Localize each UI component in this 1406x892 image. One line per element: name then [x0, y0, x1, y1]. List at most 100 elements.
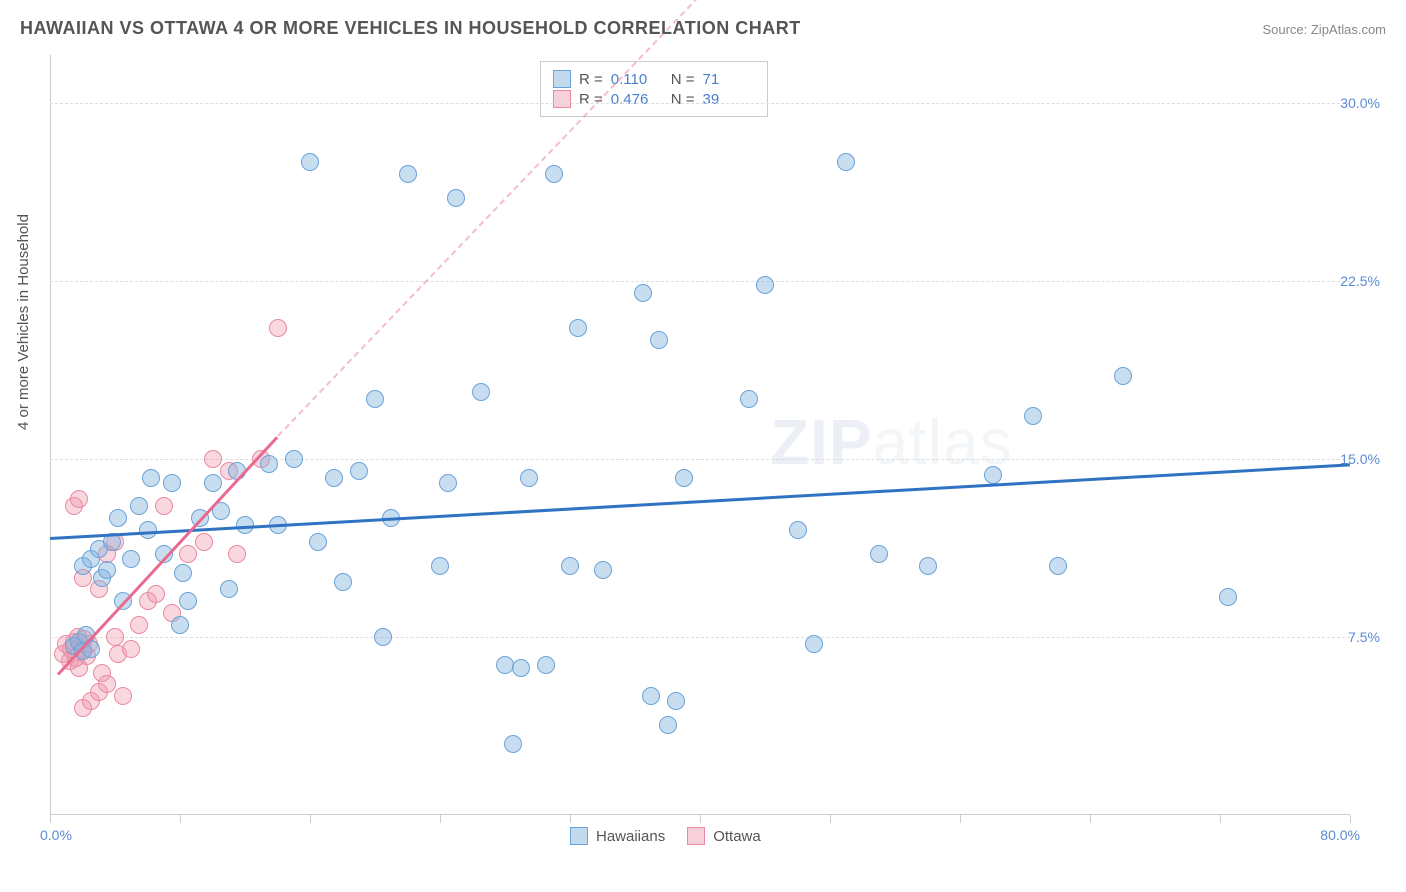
data-point: [594, 561, 612, 579]
data-point: [545, 165, 563, 183]
legend-label: Ottawa: [713, 828, 761, 845]
n-label: N =: [671, 91, 695, 108]
data-point: [122, 640, 140, 658]
data-point: [269, 319, 287, 337]
data-point: [1219, 588, 1237, 606]
grid-line: [50, 281, 1350, 282]
data-point: [472, 383, 490, 401]
data-point: [520, 469, 538, 487]
data-point: [675, 469, 693, 487]
data-point: [171, 616, 189, 634]
data-point: [139, 521, 157, 539]
data-point: [537, 656, 555, 674]
data-point: [142, 469, 160, 487]
data-point: [1049, 557, 1067, 575]
data-point: [98, 561, 116, 579]
data-point: [301, 153, 319, 171]
legend-swatch: [687, 827, 705, 845]
data-point: [431, 557, 449, 575]
n-value: 39: [703, 91, 755, 108]
data-point: [642, 687, 660, 705]
data-point: [870, 545, 888, 563]
x-tick: [440, 815, 441, 823]
stats-row: R =0.476N =39: [553, 90, 755, 108]
data-point: [334, 573, 352, 591]
y-axis-label: 4 or more Vehicles in Household: [15, 214, 32, 430]
grid-line: [50, 637, 1350, 638]
data-point: [1114, 367, 1132, 385]
n-value: 71: [703, 71, 755, 88]
data-point: [447, 189, 465, 207]
x-tick: [1350, 815, 1351, 823]
legend-swatch: [570, 827, 588, 845]
x-min-label: 0.0%: [40, 827, 72, 843]
x-tick: [960, 815, 961, 823]
watermark-bold: ZIP: [770, 406, 873, 478]
data-point: [374, 628, 392, 646]
data-point: [756, 276, 774, 294]
chart-title: HAWAIIAN VS OTTAWA 4 OR MORE VEHICLES IN…: [20, 18, 801, 39]
data-point: [325, 469, 343, 487]
trend-line: [50, 464, 1350, 541]
data-point: [179, 545, 197, 563]
data-point: [147, 585, 165, 603]
data-point: [106, 628, 124, 646]
data-point: [740, 390, 758, 408]
x-tick: [570, 815, 571, 823]
data-point: [634, 284, 652, 302]
data-point: [650, 331, 668, 349]
data-point: [504, 735, 522, 753]
data-point: [399, 165, 417, 183]
legend-label: Hawaiians: [596, 828, 665, 845]
data-point: [984, 466, 1002, 484]
stats-legend: R =0.110N =71R =0.476N =39: [540, 61, 768, 117]
data-point: [561, 557, 579, 575]
data-point: [919, 557, 937, 575]
data-point: [350, 462, 368, 480]
data-point: [1024, 407, 1042, 425]
data-point: [512, 659, 530, 677]
legend-swatch: [553, 70, 571, 88]
x-tick: [180, 815, 181, 823]
r-label: R =: [579, 71, 603, 88]
data-point: [260, 455, 278, 473]
legend-swatch: [553, 90, 571, 108]
r-value: 0.476: [611, 91, 663, 108]
x-tick: [1220, 815, 1221, 823]
data-point: [659, 716, 677, 734]
series-legend: Hawaiians Ottawa: [570, 827, 761, 845]
data-point: [667, 692, 685, 710]
y-tick-label: 22.5%: [1340, 273, 1380, 289]
data-point: [204, 450, 222, 468]
data-point: [98, 675, 116, 693]
data-point: [114, 687, 132, 705]
data-point: [439, 474, 457, 492]
y-tick-label: 7.5%: [1348, 629, 1380, 645]
x-tick: [1090, 815, 1091, 823]
n-label: N =: [671, 71, 695, 88]
data-point: [366, 390, 384, 408]
source-label: Source: ZipAtlas.com: [1262, 22, 1386, 37]
watermark: ZIPatlas: [770, 405, 1013, 479]
data-point: [122, 550, 140, 568]
x-tick: [50, 815, 51, 823]
data-point: [805, 635, 823, 653]
data-point: [130, 616, 148, 634]
data-point: [309, 533, 327, 551]
grid-line: [50, 459, 1350, 460]
stats-row: R =0.110N =71: [553, 70, 755, 88]
data-point: [163, 474, 181, 492]
data-point: [130, 497, 148, 515]
data-point: [789, 521, 807, 539]
y-axis-line: [50, 55, 51, 815]
data-point: [70, 490, 88, 508]
x-tick: [700, 815, 701, 823]
x-tick: [830, 815, 831, 823]
data-point: [204, 474, 222, 492]
data-point: [179, 592, 197, 610]
data-point: [155, 497, 173, 515]
data-point: [220, 580, 238, 598]
data-point: [195, 533, 213, 551]
data-point: [837, 153, 855, 171]
legend-item: Ottawa: [687, 827, 761, 845]
